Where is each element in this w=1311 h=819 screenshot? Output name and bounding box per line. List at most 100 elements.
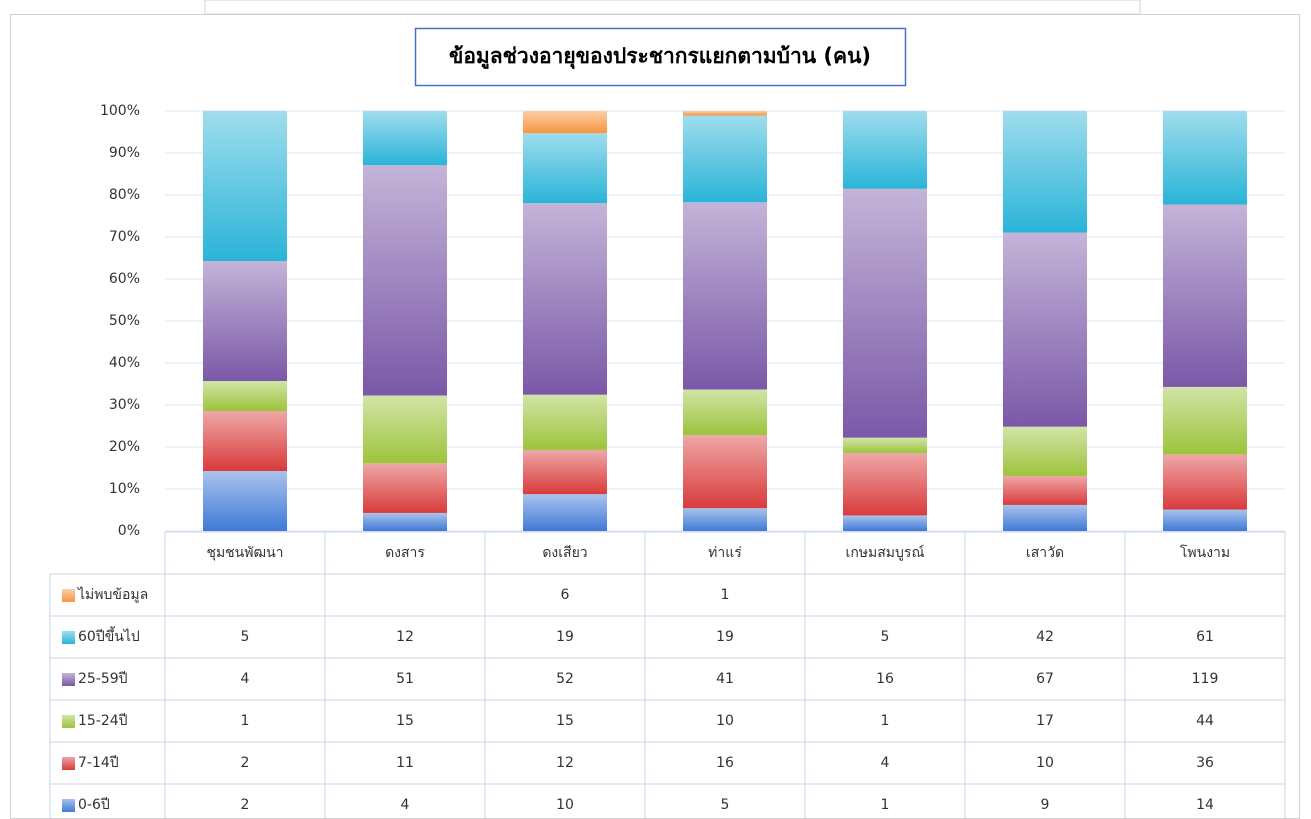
table-cell: 1: [721, 587, 730, 603]
table-cell: 10: [716, 713, 734, 729]
bar-segment: [1163, 204, 1247, 387]
table-cell: 5: [241, 629, 250, 645]
bar-segment: [523, 394, 607, 450]
table-cell: 6: [561, 587, 570, 603]
bar-segment: [683, 389, 767, 436]
table-cell: 36: [1196, 755, 1214, 771]
x-tick-label: เสาวัด: [1026, 545, 1064, 561]
legend-key: [62, 631, 75, 644]
bar-segment: [683, 508, 767, 531]
y-tick-label: 40%: [109, 355, 140, 371]
table-cell: 10: [1036, 755, 1054, 771]
x-tick-label: ดงเสียว: [542, 545, 587, 561]
legend-label: 0-6ปี: [78, 797, 110, 813]
legend-label: 25-59ปี: [78, 671, 128, 687]
bar-segment: [523, 494, 607, 531]
y-tick-label: 100%: [100, 103, 140, 119]
x-tick-label: เกษมสมบูรณ์: [846, 544, 925, 561]
bar-segment: [203, 411, 287, 471]
table-cell: 12: [396, 629, 414, 645]
title-box: [414, 27, 907, 87]
top-box: [204, 0, 1141, 15]
bar-segment: [1163, 509, 1247, 531]
bar-segment: [363, 111, 447, 166]
bar-segment: [843, 453, 927, 516]
table-cell: 19: [556, 629, 574, 645]
table-cell: 51: [396, 671, 414, 687]
bar-segment: [1003, 111, 1087, 233]
y-tick-label: 0%: [118, 523, 140, 539]
table-cell: 2: [241, 755, 250, 771]
bar-segment: [363, 395, 447, 464]
legend-key: [62, 715, 75, 728]
bar-segment: [523, 449, 607, 495]
table-cell: 4: [401, 797, 410, 813]
bar-segment: [843, 515, 927, 531]
bar-segment: [843, 437, 927, 454]
table-cell: 9: [1041, 797, 1050, 813]
y-tick-label: 20%: [109, 439, 140, 455]
table-cell: 44: [1196, 713, 1214, 729]
table-cell: 5: [881, 629, 890, 645]
table-cell: 19: [716, 629, 734, 645]
bar-segment: [1003, 475, 1087, 505]
legend-label: 7-14ปี: [78, 755, 119, 771]
bar-segment: [683, 111, 767, 116]
y-tick-label: 10%: [109, 481, 140, 497]
table-cell: 42: [1036, 629, 1054, 645]
bar-segment: [1003, 426, 1087, 476]
y-tick-label: 50%: [109, 313, 140, 329]
table-cell: 67: [1036, 671, 1054, 687]
bar-segment: [203, 381, 287, 411]
legend-label: 15-24ปี: [78, 713, 128, 729]
x-tick-label: ชุมชนพัฒนา: [206, 545, 283, 561]
bar-segment: [1003, 232, 1087, 427]
table-cell: 15: [396, 713, 414, 729]
bar-segment: [843, 111, 927, 189]
table-cell: 16: [876, 671, 894, 687]
bar-segment: [843, 188, 927, 438]
x-tick-label: ดงสาร: [385, 545, 425, 561]
bar-segment: [203, 471, 287, 531]
table-cell: 14: [1196, 797, 1214, 813]
table-cell: 10: [556, 797, 574, 813]
y-tick-label: 90%: [109, 145, 140, 161]
legend-key: [62, 799, 75, 812]
bar-segment: [523, 203, 607, 395]
legend-key: [62, 673, 75, 686]
x-tick-label: ท่าแร่: [708, 545, 742, 561]
legend-key: [62, 589, 75, 602]
bar-segment: [203, 261, 287, 381]
table-cell: 1: [881, 713, 890, 729]
bar-segment: [1163, 386, 1247, 455]
bar-segment: [203, 111, 287, 261]
table-cell: 41: [716, 671, 734, 687]
table-cell: 15: [556, 713, 574, 729]
y-tick-label: 60%: [109, 271, 140, 287]
table-cell: 4: [881, 755, 890, 771]
bar-segment: [523, 133, 607, 204]
table-cell: 11: [396, 755, 414, 771]
table-cell: 119: [1192, 671, 1219, 687]
bar-segment: [363, 463, 447, 513]
table-cell: 4: [241, 671, 250, 687]
legend-label: ไม่พบข้อมูล: [77, 586, 148, 603]
y-tick-label: 70%: [109, 229, 140, 245]
legend-label: 60ปีขึ้นไป: [78, 626, 140, 645]
y-tick-label: 80%: [109, 187, 140, 203]
bar-segment: [1003, 504, 1087, 531]
bar-segment: [683, 115, 767, 203]
bar-segment: [683, 435, 767, 509]
table-cell: 52: [556, 671, 574, 687]
chart-title: ข้อมูลช่วงอายุของประชากรแยกตามบ้าน (คน): [449, 44, 871, 70]
bar-segment: [363, 512, 447, 531]
bar-segment: [363, 165, 447, 396]
table-cell: 1: [241, 713, 250, 729]
bar-segment: [683, 202, 767, 390]
bar-segment: [1163, 111, 1247, 205]
table-cell: 17: [1036, 713, 1054, 729]
legend-key: [62, 757, 75, 770]
bar-segment: [1163, 454, 1247, 510]
table-cell: 16: [716, 755, 734, 771]
